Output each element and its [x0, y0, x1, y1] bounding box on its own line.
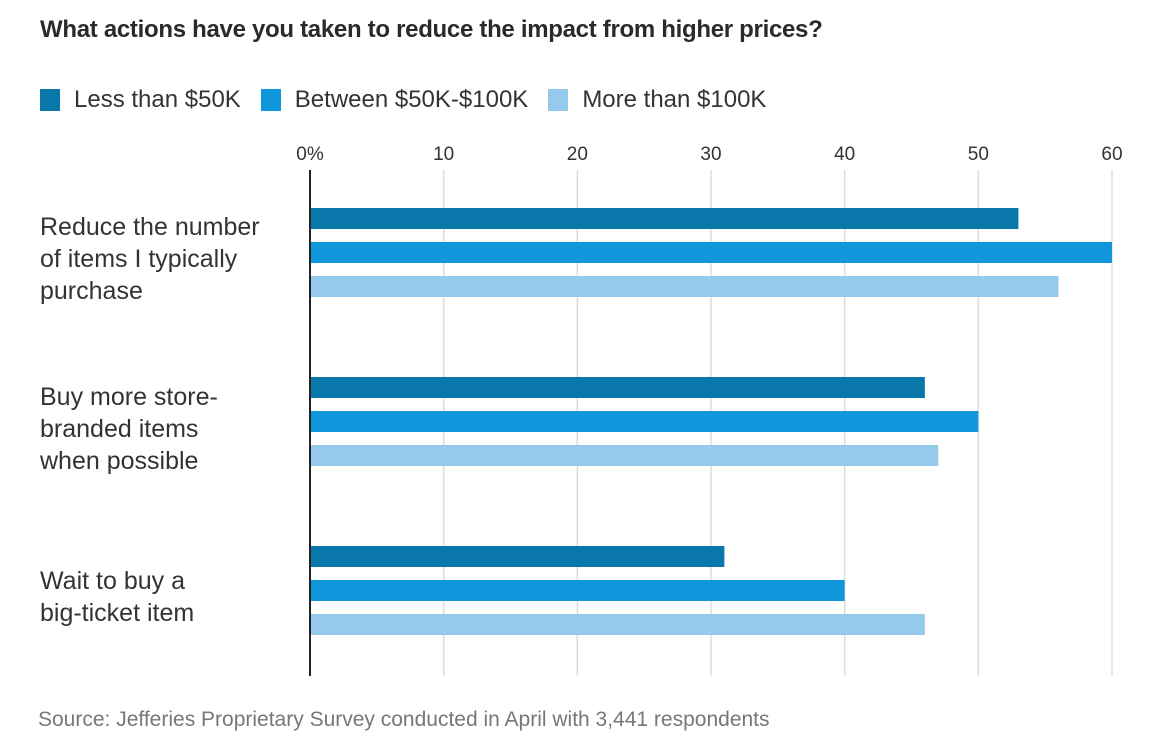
category-label-line: big-ticket item	[40, 599, 195, 627]
bar	[310, 377, 925, 398]
category-label-big-ticket: Wait to buy a big-ticket item	[40, 565, 305, 629]
category-label-line: Reduce the number	[40, 213, 260, 241]
bar	[310, 276, 1059, 297]
bar	[310, 445, 939, 466]
category-label-line: Buy more store-	[40, 383, 218, 411]
source-note: Source: Jefferies Proprietary Survey con…	[38, 708, 770, 731]
category-label-reduce-items: Reduce the number of items I typically p…	[40, 211, 305, 307]
legend-label: Between $50K-$100K	[294, 86, 529, 113]
x-tick-label: 20	[567, 144, 588, 165]
category-label-store-brand: Buy more store- branded items when possi…	[40, 381, 305, 477]
category-label-line: of items I typically	[40, 245, 238, 273]
legend-item-less-than-50k: Less than $50K	[40, 86, 241, 114]
chart-title: What actions have you taken to reduce th…	[40, 16, 823, 43]
x-tick-label: 40	[834, 144, 855, 165]
bar	[310, 614, 925, 635]
x-tick-label: 10	[433, 144, 454, 165]
legend-item-more-than-100k: More than $100K	[548, 86, 766, 114]
bar	[310, 242, 1112, 263]
category-label-line: purchase	[40, 277, 143, 305]
legend-swatch	[260, 89, 281, 111]
category-label-line: when possible	[40, 447, 199, 475]
category-label-line: branded items	[40, 415, 199, 443]
legend: Less than $50K Between $50K-$100K More t…	[40, 86, 786, 114]
bar	[310, 546, 725, 567]
legend-label: More than $100K	[582, 86, 767, 113]
x-tick-label: 50	[968, 144, 989, 165]
legend-swatch	[548, 89, 569, 111]
x-tick-label: 30	[700, 144, 721, 165]
legend-swatch	[40, 89, 60, 111]
bar	[310, 208, 1019, 229]
legend-item-50k-100k: Between $50K-$100K	[260, 86, 529, 114]
bar	[310, 411, 979, 432]
bar	[310, 580, 845, 601]
legend-label: Less than $50K	[74, 86, 241, 113]
x-tick-label: 0%	[296, 144, 324, 165]
category-label-line: Wait to buy a	[40, 567, 185, 595]
x-tick-label: 60	[1101, 144, 1122, 165]
